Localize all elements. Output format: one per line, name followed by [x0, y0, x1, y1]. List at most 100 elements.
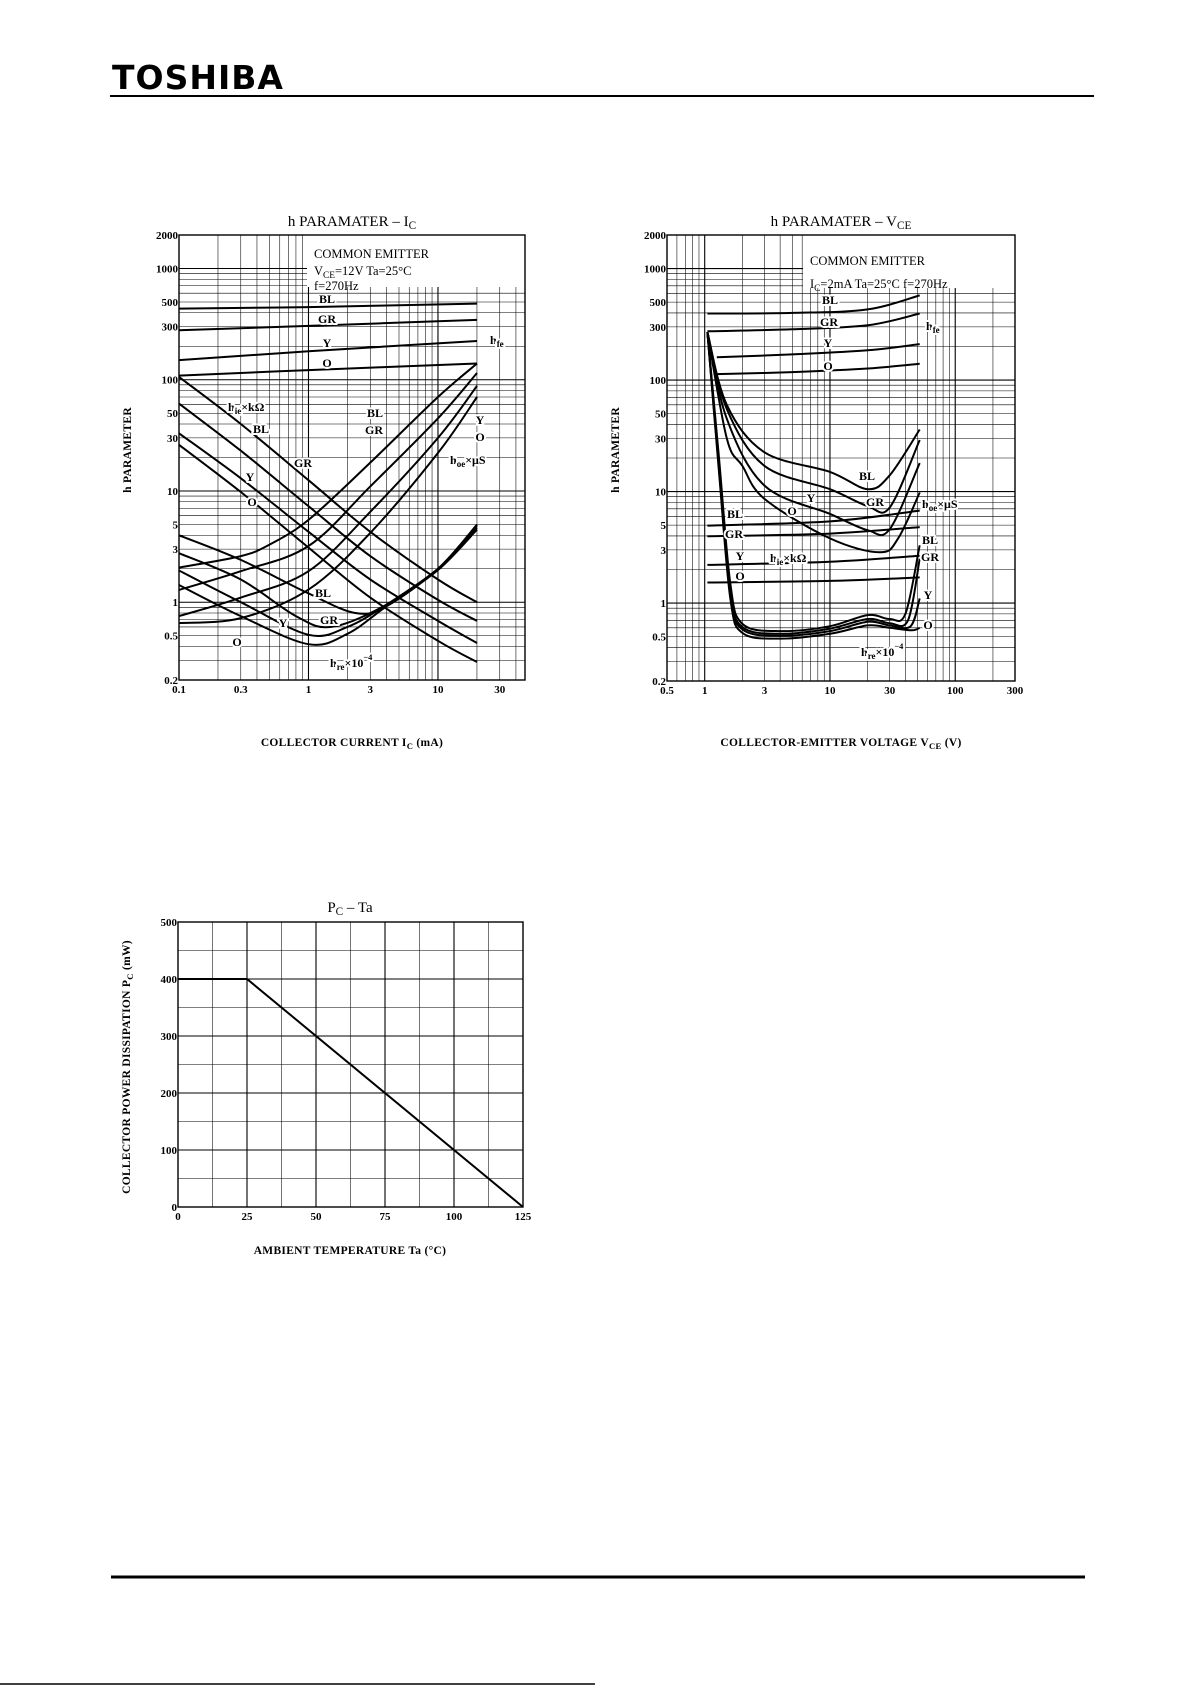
- x-tick-label: 0.1: [172, 684, 186, 696]
- curve-label-sub: oe: [929, 503, 938, 513]
- series-hoe-bl: [178, 362, 478, 569]
- x-tick-label: 1: [702, 685, 708, 697]
- series-hoe-y: [707, 554, 920, 566]
- series-hfe-y: [178, 340, 478, 362]
- y-tick-label: 0.5: [652, 632, 666, 644]
- curve-label: Y: [924, 588, 933, 602]
- x-tick-label: 25: [242, 1211, 254, 1223]
- series-hoe-y: [178, 385, 478, 618]
- x-tick-label: 10: [824, 685, 836, 697]
- conditions-line: VCE=12V Ta=25°C: [314, 264, 411, 281]
- chart-2: 0.5 1 3 10 30 100 3000.20.51351030501003005001…: [610, 214, 1024, 751]
- curve-label: BL: [727, 507, 743, 521]
- series: [706, 294, 921, 640]
- series-pc: [178, 978, 524, 1208]
- curve-label-rest: ×μS: [465, 453, 486, 467]
- series-hfe-y: [716, 343, 920, 359]
- x-axis-label-rest: (V): [942, 737, 962, 749]
- curve-label-sub: oe: [457, 459, 466, 469]
- series-hoe-gr: [707, 526, 920, 538]
- y-tick-label: 400: [161, 974, 178, 986]
- curve-label: O: [247, 495, 256, 509]
- curve-label: O: [232, 635, 241, 649]
- y-tick-label: 50: [167, 408, 179, 420]
- curve-label: BL: [922, 533, 938, 547]
- curve-label-base: h: [770, 551, 777, 565]
- curve-label-rest: ×kΩ: [241, 400, 265, 414]
- conditions-line-rest: =2mA Ta=25°C f=270Hz: [820, 277, 948, 291]
- curve-label: Y: [323, 336, 332, 350]
- series-hie-o: [178, 444, 478, 663]
- y-tick-label: 0.2: [652, 676, 666, 688]
- x-tick-label: 0.5: [660, 685, 674, 697]
- series: [178, 978, 524, 1208]
- curve-label-base: h: [861, 645, 868, 659]
- series-hoe-o: [178, 396, 478, 625]
- y-tick-label: 2000: [644, 230, 667, 242]
- curve-label-sub: re: [337, 662, 345, 672]
- x-axis-label-main: AMBIENT TEMPERATURE Ta (°C): [254, 1245, 447, 1257]
- series-hre-o: [706, 331, 921, 640]
- y-tick-label: 300: [162, 322, 179, 334]
- curve-label: hie×kΩ: [770, 551, 807, 567]
- curve-label-base: h: [922, 497, 929, 511]
- series-hoe-o: [707, 576, 920, 584]
- curve-label-base: h: [490, 333, 497, 347]
- grid: [179, 235, 525, 680]
- plot-frame: [666, 234, 1016, 682]
- y-axis-label-sub: C: [125, 973, 135, 980]
- curve-label: BL: [859, 469, 875, 483]
- chart-title: h PARAMATER – VCE: [771, 214, 912, 232]
- conditions-line-main: I: [810, 277, 814, 291]
- y-tick-label: 3: [173, 544, 179, 556]
- x-tick-label: 1: [306, 684, 312, 696]
- curve-label: hoe×μS: [922, 497, 958, 513]
- y-tick-label: 500: [162, 297, 179, 309]
- curve-label: O: [735, 569, 744, 583]
- x-tick-label: 0: [175, 1211, 181, 1223]
- series-hfe-o: [716, 362, 920, 376]
- y-tick-label: 0: [172, 1202, 178, 1214]
- y-tick-label: 1000: [156, 263, 179, 275]
- y-tick-label: 3: [661, 545, 667, 557]
- curve-label: hfe: [490, 333, 504, 349]
- chart-title-sub: C: [409, 220, 417, 232]
- x-axis-label-main: COLLECTOR CURRENT I: [261, 737, 407, 749]
- curve-label-rest: ×10: [876, 645, 895, 659]
- y-tick-label: 100: [650, 375, 667, 387]
- curve-label-base: h: [330, 656, 337, 670]
- curve-label: O: [787, 504, 796, 518]
- y-tick-label: 5: [661, 520, 667, 532]
- y-tick-label: 100: [162, 375, 179, 387]
- x-tick-label: 50: [311, 1211, 323, 1223]
- curve-label-sup: −4: [363, 653, 373, 662]
- y-tick-label: 500: [650, 297, 667, 309]
- chart-title-main: P: [327, 900, 335, 916]
- x-tick-label: 10: [432, 684, 444, 696]
- y-tick-label: 2000: [156, 230, 179, 242]
- y-axis-label: h PARAMETER: [122, 407, 134, 493]
- x-tick-label: 100: [446, 1211, 463, 1223]
- curve-label-sub: fe: [497, 339, 504, 349]
- series-hoe-gr: [178, 372, 478, 591]
- series: [178, 302, 478, 663]
- conditions-line-rest: =12V Ta=25°C: [335, 264, 411, 278]
- y-tick-label: 300: [161, 1031, 178, 1043]
- chart-title: h PARAMATER – IC: [288, 214, 416, 232]
- curve-label: Y: [736, 549, 745, 563]
- x-tick-label: 3: [762, 685, 768, 697]
- series-hie-bl: [178, 376, 478, 604]
- curve-label-rest: ×10: [345, 656, 364, 670]
- x-axis-label-sub: CE: [929, 741, 942, 751]
- y-tick-label: 10: [167, 486, 179, 498]
- plot-frame: [178, 234, 526, 681]
- y-tick-label: 1000: [644, 264, 667, 276]
- y-tick-label: 10: [655, 487, 667, 499]
- series-hfe-gr: [707, 312, 920, 333]
- series-hie-gr: [706, 331, 921, 514]
- y-tick-label: 50: [655, 409, 667, 421]
- curve-label-sup: −4: [894, 642, 904, 651]
- curve-label: O: [322, 356, 331, 370]
- curve-label: O: [823, 359, 832, 373]
